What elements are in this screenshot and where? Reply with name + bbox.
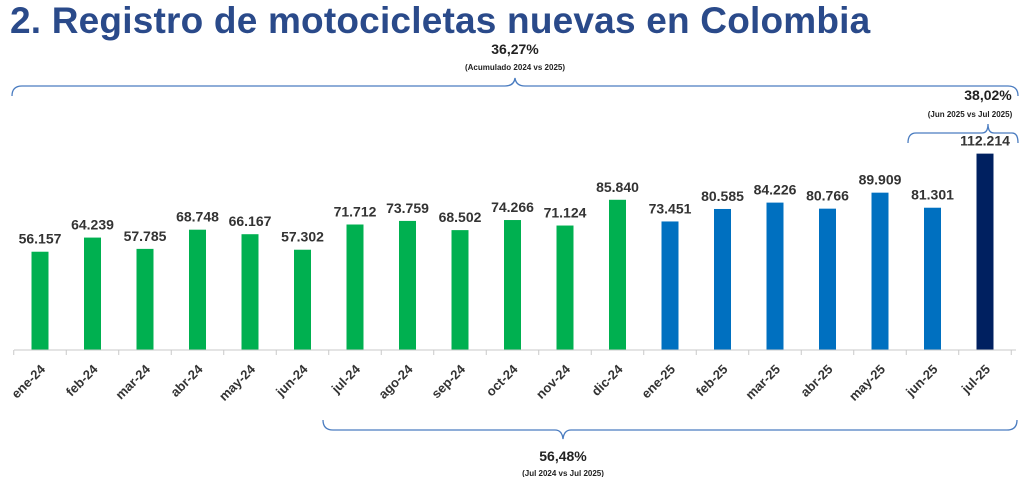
- bar: [871, 192, 889, 350]
- x-tick-label: dic-24: [588, 361, 626, 399]
- x-tick-label: feb-24: [63, 361, 101, 399]
- bar: [294, 249, 311, 350]
- page-title: 2. Registro de motocicletas nuevas en Co…: [10, 0, 871, 41]
- x-tick-label: abr-24: [167, 361, 206, 400]
- annotation-note: (Jun 2025 vs Jul 2025): [928, 110, 1013, 119]
- bar: [556, 225, 574, 350]
- x-tick-label: jul-24: [328, 361, 364, 397]
- data-label: 57.302: [281, 229, 324, 245]
- x-tick-label: may-25: [846, 362, 888, 404]
- x-tick-label: mar-25: [742, 362, 783, 403]
- x-tick-label: jun-25: [902, 362, 940, 400]
- data-label: 112.214: [960, 133, 1010, 149]
- bar: [136, 248, 154, 350]
- data-label: 80.585: [701, 188, 744, 204]
- bar: [241, 234, 259, 350]
- data-label: 71.712: [334, 204, 377, 220]
- bar: [609, 199, 626, 350]
- data-label: 73.451: [649, 200, 692, 216]
- annotation-value: 36,27%: [491, 41, 539, 57]
- data-label: 89.909: [859, 172, 902, 188]
- bar: [189, 229, 206, 350]
- x-tick-label: nov-24: [533, 361, 574, 402]
- bar: [399, 220, 416, 350]
- data-label: 84.226: [754, 182, 797, 198]
- bar: [504, 220, 521, 350]
- bar: [346, 224, 364, 350]
- x-tick-label: oct-24: [483, 361, 521, 399]
- annotation-value: 56,48%: [539, 448, 587, 464]
- data-label: 74.266: [491, 199, 534, 215]
- bar: [924, 207, 941, 350]
- bar: [976, 153, 994, 350]
- x-tick-label: abr-25: [797, 362, 835, 400]
- x-tick-label: ene-25: [638, 362, 678, 402]
- x-tick-label: ene-24: [8, 361, 48, 401]
- x-tick-label: may-24: [216, 361, 259, 404]
- bar: [661, 221, 679, 350]
- x-tick-label: ago-24: [375, 361, 416, 402]
- data-label: 66.167: [229, 213, 272, 229]
- annotation-note: (Acumulado 2024 vs 2025): [465, 63, 565, 72]
- bar: [714, 208, 731, 350]
- bracket-annual: [322, 419, 1018, 440]
- bar: [84, 237, 101, 350]
- annotation-note: (Jul 2024 vs Jul 2025): [522, 469, 604, 477]
- x-tick-label: mar-24: [112, 361, 153, 402]
- bracket-accumulated: [11, 77, 1019, 97]
- x-tick-label: jul-25: [958, 362, 993, 397]
- data-label: 68.748: [176, 209, 219, 225]
- data-label: 64.239: [71, 217, 114, 233]
- bar: [819, 208, 836, 350]
- data-label: 73.759: [386, 200, 429, 216]
- x-tick-label: jun-24: [272, 361, 311, 400]
- bar: [31, 251, 49, 350]
- annotation-value: 38,02%: [964, 87, 1012, 103]
- data-label: 68.502: [439, 209, 482, 225]
- bracket-monthly: [907, 123, 1019, 144]
- data-label: 56.157: [19, 231, 62, 247]
- data-label: 57.785: [124, 228, 167, 244]
- x-tick-label: sep-24: [428, 361, 468, 401]
- data-label: 85.840: [596, 179, 639, 195]
- x-tick-label: feb-25: [693, 362, 731, 400]
- data-label: 71.124: [544, 205, 587, 221]
- data-label: 80.766: [806, 188, 849, 204]
- bar: [451, 230, 469, 350]
- data-label: 81.301: [911, 187, 954, 203]
- bar: [766, 202, 784, 350]
